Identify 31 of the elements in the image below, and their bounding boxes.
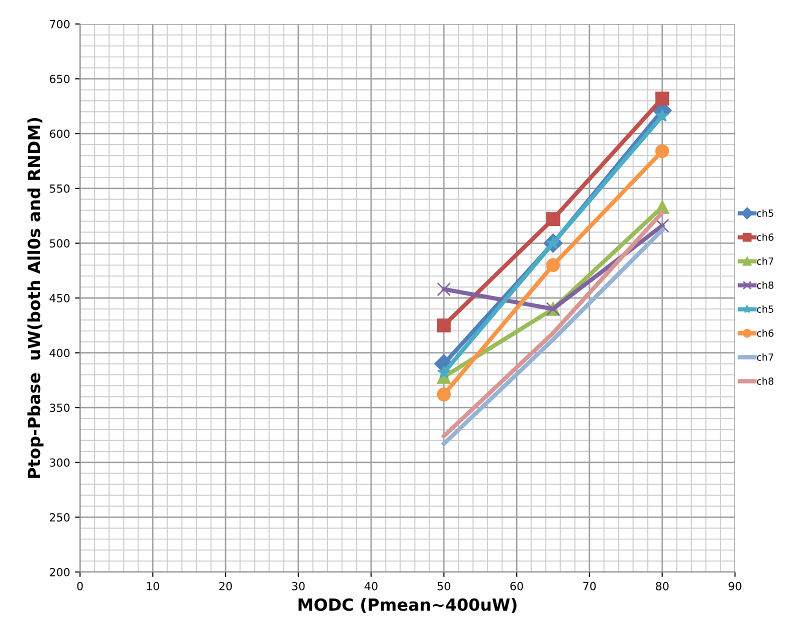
- y-tick-label: 250: [50, 513, 70, 522]
- x-tick-label: 90: [728, 582, 742, 590]
- y-tick-label: 700: [50, 20, 70, 28]
- y-tick-label: 650: [50, 74, 70, 84]
- x-tick-label: 0: [77, 582, 83, 590]
- y-tick-label: 200: [50, 568, 70, 576]
- x-tick-label: 70: [583, 582, 596, 590]
- legend-label: ch5: [756, 305, 774, 313]
- y-tick-label: 400: [50, 348, 70, 358]
- legend-label: ch6: [756, 329, 774, 337]
- x-axis-title: MODC (Pmean~400uW): [298, 598, 516, 613]
- y-tick-label: 600: [50, 130, 70, 138]
- legend-label: ch8: [756, 377, 774, 385]
- y-tick-label: 450: [50, 294, 70, 302]
- y-tick-label: 550: [50, 184, 70, 193]
- y-axis-title: Ptop-Pbase uW(both All0s and RNDM): [27, 118, 44, 478]
- y-tick-label: 300: [50, 458, 70, 467]
- legend-label: ch8: [756, 281, 774, 289]
- legend-label: ch7: [756, 257, 774, 265]
- y-tick-label: 350: [50, 404, 70, 412]
- legend-label: ch6: [756, 233, 774, 241]
- x-tick-label: 20: [219, 582, 232, 590]
- x-tick-label: 30: [292, 582, 305, 590]
- y-tick-label: 500: [50, 239, 70, 248]
- x-tick-label: 40: [364, 582, 378, 590]
- x-tick-label: 10: [146, 582, 160, 590]
- legend-label: ch5: [756, 209, 774, 217]
- x-tick-label: 80: [656, 582, 669, 590]
- x-tick-label: 50: [438, 582, 450, 590]
- legend-label: ch7: [756, 353, 774, 361]
- x-tick-label: 60: [510, 582, 523, 590]
